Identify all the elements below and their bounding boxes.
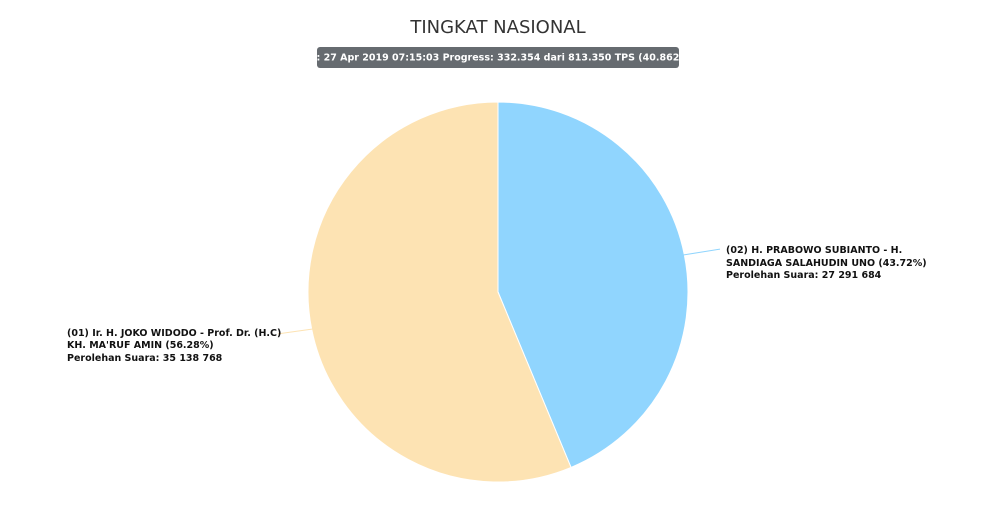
connector — [682, 248, 721, 256]
votes-value: 35 138 768 — [162, 352, 223, 364]
slice-label: (02) H. PRABOWO SUBIANTO - H. SANDIAGA S… — [726, 245, 951, 283]
votes-line: Perolehan Suara: 27 291 684 — [726, 270, 951, 283]
slice-label: (01) Ir. H. JOKO WIDODO - Prof. Dr. (H.C… — [67, 328, 292, 366]
votes-value: 27 291 684 — [821, 270, 882, 282]
chart-subtitle: Versi: 27 Apr 2019 07:15:03 Progress: 33… — [290, 53, 707, 64]
votes-caption: Perolehan Suara: — [726, 270, 819, 282]
slice-percent: (43.72%) — [878, 257, 927, 269]
subtitle-badge — [317, 47, 679, 68]
slice-percent: (56.28%) — [165, 340, 214, 352]
chart-title: TINGKAT NASIONAL — [409, 17, 585, 38]
connector — [277, 328, 314, 335]
slice-name: (02) H. PRABOWO SUBIANTO - H. SANDIAGA S… — [726, 245, 903, 269]
votes-caption: Perolehan Suara: — [67, 352, 160, 364]
slice-name: (01) Ir. H. JOKO WIDODO - Prof. Dr. (H.C… — [67, 327, 282, 352]
votes-line: Perolehan Suara: 35 138 768 — [67, 353, 292, 366]
